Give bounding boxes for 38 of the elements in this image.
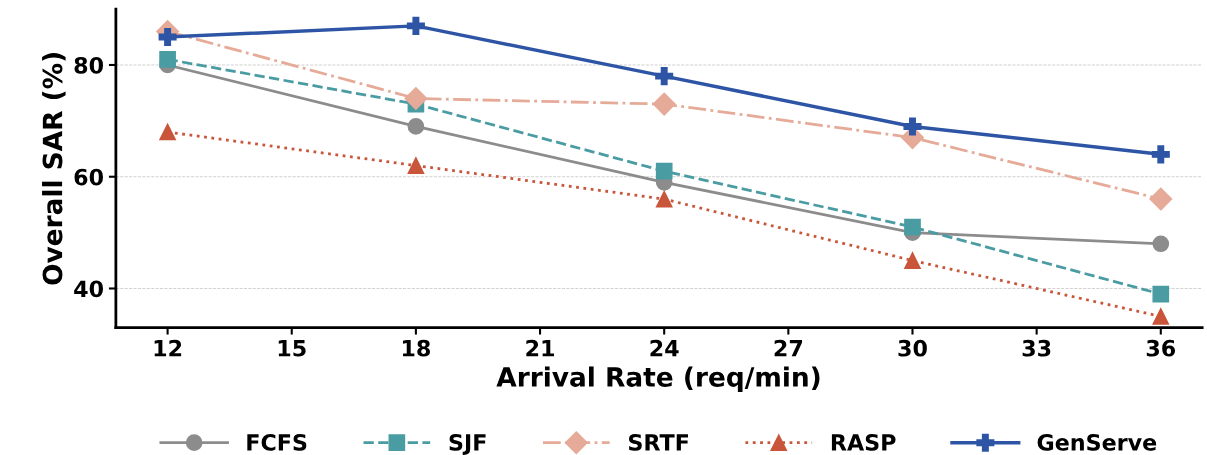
x-tick-label: 12: [154, 339, 182, 357]
point: [159, 51, 176, 68]
x-axis-title: Arrival Rate (req/min): [496, 366, 820, 393]
point: [159, 123, 176, 141]
point: [404, 87, 428, 111]
x-tick-label: 24: [650, 339, 679, 357]
x-tick-label: 18: [402, 339, 430, 357]
x-tick-label: 33: [1022, 339, 1051, 357]
point: [655, 67, 674, 86]
point: [407, 118, 425, 135]
point: [903, 117, 922, 136]
point: [655, 190, 673, 208]
y-axis-title: Overall SAR (%): [42, 53, 66, 285]
point: [407, 157, 425, 174]
point: [652, 92, 676, 116]
x-tick-label: 27: [774, 339, 803, 357]
x-tick-label: 36: [1146, 339, 1176, 357]
legend-label: GenServe: [1037, 433, 1157, 451]
legend-label: SRTF: [629, 433, 688, 451]
x-tick-label: 15: [278, 340, 306, 357]
point: [158, 28, 177, 47]
legend-label: RASP: [831, 433, 896, 451]
x-tick-label: 21: [526, 339, 554, 357]
y-tick-label: 80: [74, 56, 103, 74]
point: [904, 252, 921, 269]
point: [1152, 308, 1170, 325]
point: [1151, 145, 1170, 164]
y-tick-label: 40: [74, 280, 103, 298]
legend-label: SJF: [449, 433, 486, 455]
point: [1152, 285, 1170, 303]
point: [655, 162, 673, 180]
point: [1152, 235, 1170, 253]
point: [406, 16, 425, 35]
y-tick-label: 60: [74, 168, 103, 186]
x-tick-label: 30: [898, 339, 927, 357]
point: [904, 218, 921, 236]
point: [1149, 187, 1173, 211]
legend-label: FCFS: [247, 433, 307, 451]
